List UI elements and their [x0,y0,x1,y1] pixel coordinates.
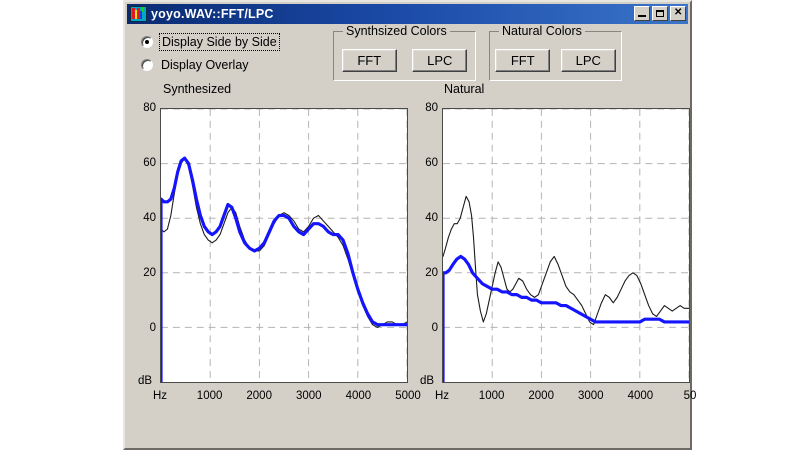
waveform-icon [130,6,147,22]
natural-lpc-button[interactable]: LPC [560,49,616,72]
fft-lpc-window: yoyo.WAV::FFT/LPC ✕ Display Side by Side [123,0,696,450]
x-tick-label: 1000 [478,390,505,402]
natural-fft-button[interactable]: FFT [495,49,551,72]
natural-chart-title: Natural [444,82,485,96]
synthesized-colors-title: Synthsized Colors [343,24,450,38]
synthesized-chart: 80 60 40 20 0 Hz 1000 2000 3000 4000 5000 dB [138,102,421,402]
x-tick-label: Hz [152,390,168,402]
x-tick-label: 2000 [528,390,554,402]
synthesized-plot-area[interactable] [160,108,408,383]
x-tick-label: 50 [683,390,697,402]
x-tick-label: 2000 [246,390,272,402]
client-area: Display Side by Side Display Overlay Syn… [127,24,696,448]
y-tick-label: 20 [425,267,438,279]
close-button[interactable]: ✕ [670,6,686,21]
x-tick-label: 4000 [345,390,372,402]
x-tick-label: Hz [434,390,450,402]
y-axis-unit-label: dB [420,375,435,387]
title-bar[interactable]: yoyo.WAV::FFT/LPC ✕ [127,4,688,24]
window-controls: ✕ [634,6,686,21]
y-tick-label: 0 [431,322,438,334]
y-tick-label: 20 [143,267,156,279]
y-tick-label: 80 [143,102,156,114]
y-tick-label: 60 [425,157,438,169]
natural-colors-title: Natural Colors [499,24,585,38]
y-tick-label: 80 [425,102,438,114]
y-tick-label: 60 [143,157,156,169]
y-axis-unit-label: dB [138,375,153,387]
radio-selected-icon[interactable] [141,35,153,48]
close-icon: ✕ [674,7,683,18]
series-line-fft [161,157,407,328]
maximize-button[interactable] [652,6,668,21]
natural-colors-group: Natural Colors FFT LPC [489,24,622,81]
synth-fft-button[interactable]: FFT [341,49,397,72]
x-tick-label: 3000 [296,390,322,402]
minimize-button[interactable] [634,6,650,21]
synth-lpc-button[interactable]: LPC [412,49,468,72]
y-tick-label: 0 [149,322,156,334]
natural-chart: 80 60 40 20 0 Hz 1000 2000 3000 4000 50 dB [420,102,696,402]
synthesized-chart-title: Synthesized [163,82,232,96]
radio-display-side-by-side[interactable]: Display Side by Side [141,32,280,51]
series-line-fft [443,195,689,326]
radio-unselected-icon[interactable] [141,58,153,71]
x-tick-label: 3000 [578,390,604,402]
x-tick-label: 4000 [627,390,654,402]
window-title: yoyo.WAV::FFT/LPC [151,7,274,21]
y-tick-label: 40 [143,212,156,224]
radio-label-side-by-side: Display Side by Side [159,32,280,51]
series-line-lpc [161,156,407,327]
radio-label-overlay: Display Overlay [161,57,249,72]
synthesized-colors-group: Synthsized Colors FFT LPC [333,24,476,81]
y-tick-label: 40 [425,212,438,224]
natural-plot-area[interactable] [442,108,690,383]
series-line-lpc [443,254,689,324]
radio-display-overlay[interactable]: Display Overlay [141,55,280,74]
x-tick-label: 1000 [196,390,223,402]
x-tick-label: 5000 [395,390,421,402]
display-mode-radio-group: Display Side by Side Display Overlay [141,32,280,78]
